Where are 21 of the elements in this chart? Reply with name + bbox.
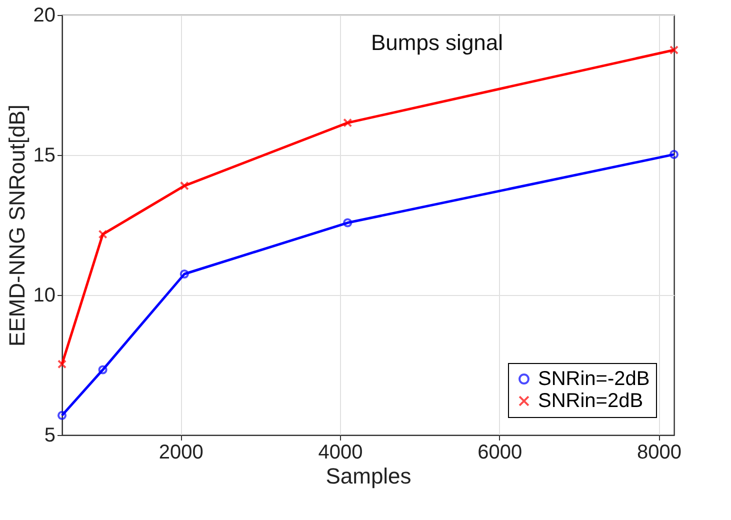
x-tick-label: 8000 [636, 442, 682, 464]
annotation: Bumps signal [370, 30, 504, 55]
point [669, 45, 679, 55]
point [98, 230, 108, 239]
x-tick-label: 4000 [318, 442, 363, 464]
point [57, 360, 67, 369]
y-tick-label: 15 [33, 144, 56, 166]
y-tick-label: 20 [33, 4, 56, 26]
y-tick-label: 5 [44, 424, 56, 446]
x-tick-label: 2000 [158, 442, 204, 464]
x-tick-label: 6000 [478, 442, 522, 464]
point [98, 365, 108, 374]
legend-label: SNRin=2dB [538, 390, 644, 412]
point [343, 118, 352, 128]
x-axis-title: Samples [326, 464, 412, 488]
point [180, 181, 189, 190]
point [343, 218, 352, 228]
point [180, 269, 189, 279]
y-tick-label: 10 [33, 284, 56, 306]
legend-label: SNRin=-2dB [538, 368, 650, 390]
y-axis-title: EEMD-NNG SNRout[dB] [4, 104, 30, 347]
